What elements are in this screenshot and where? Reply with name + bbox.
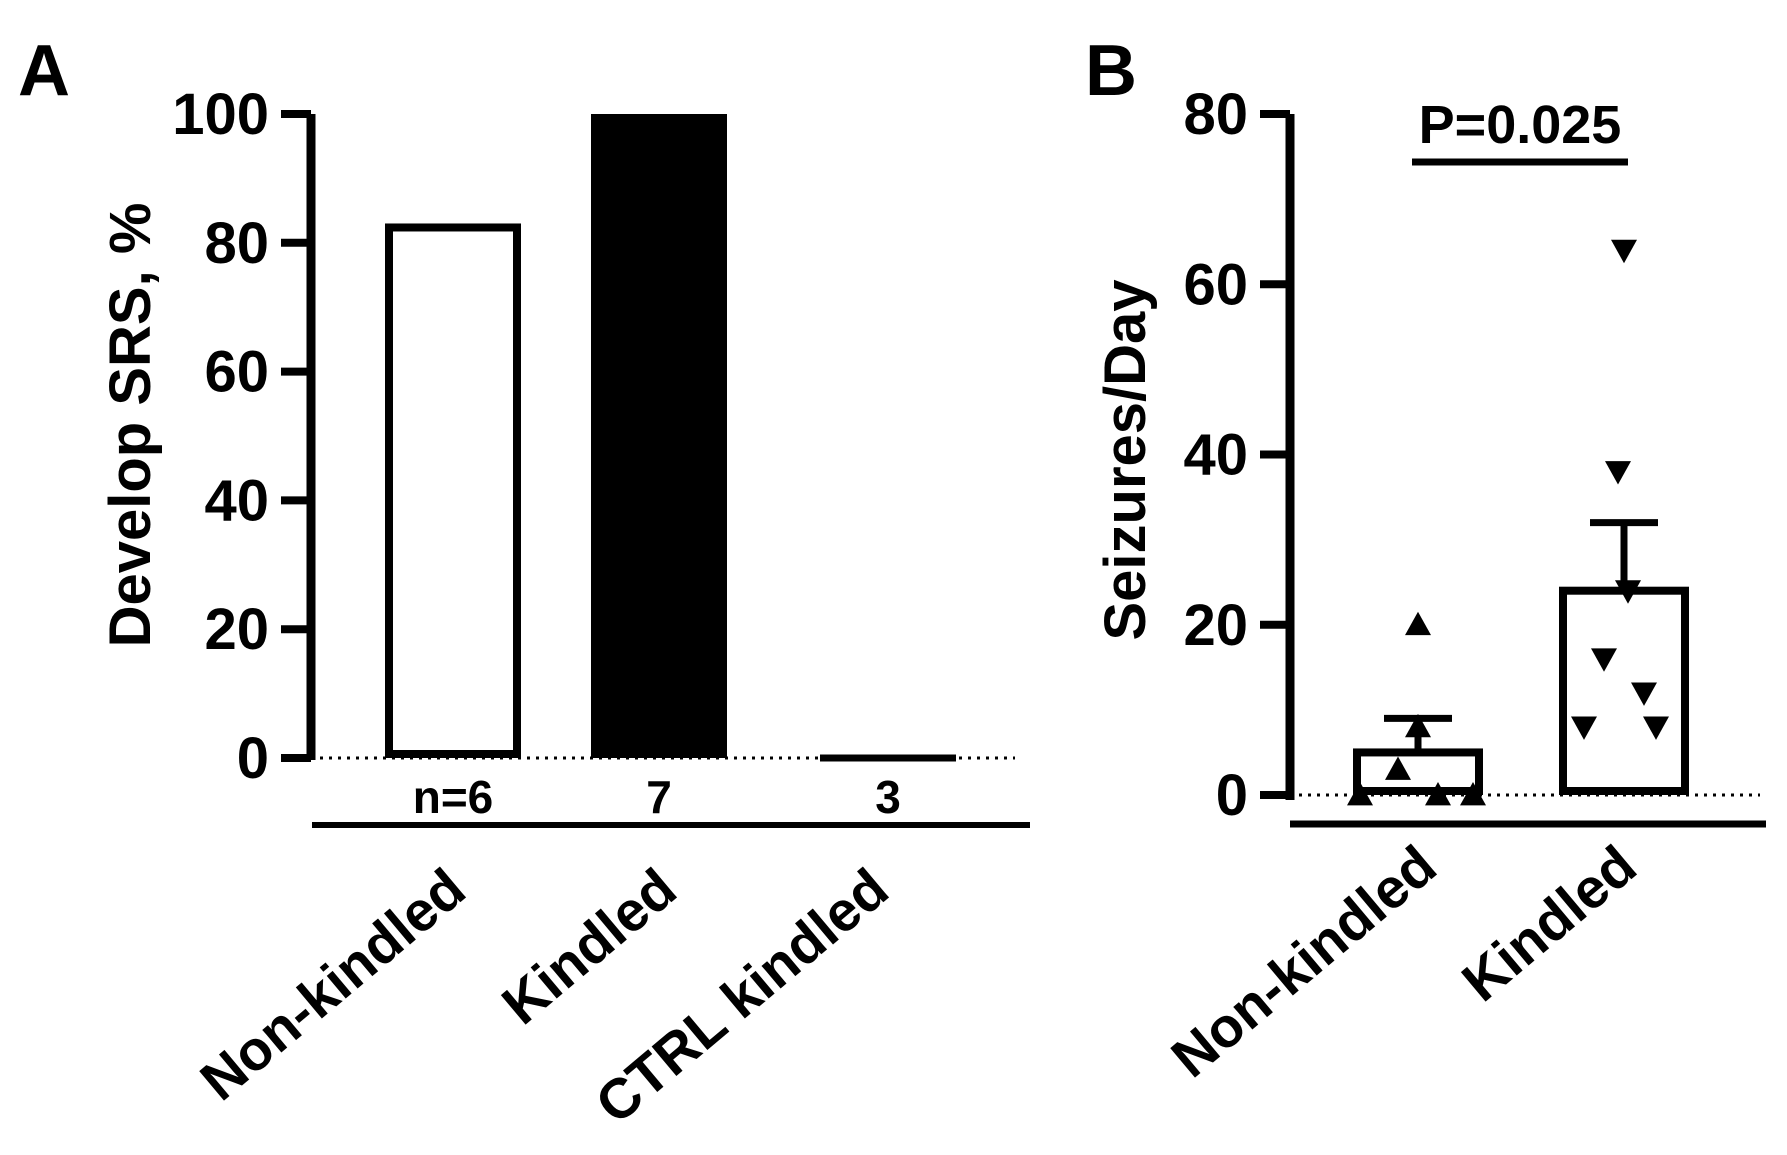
- panel-b-point-kindled: [1591, 648, 1617, 672]
- panel-b-point-nonkindled: [1405, 713, 1431, 738]
- panel-b-y-tick-label: 40: [1183, 423, 1248, 488]
- panel-b-bar: [1559, 586, 1689, 796]
- panel-b: B Seizures/Day 0 20 40 60 80 P=0.025 Non-kin…: [1085, 31, 1766, 1089]
- p-value-label: P=0.025: [1419, 95, 1622, 155]
- panel-a-n-label: 7: [646, 771, 672, 823]
- panel-b-y-tick-label: 60: [1183, 252, 1248, 317]
- panel-a-y-tick-label: 20: [204, 597, 269, 662]
- panel-a-n-label: n=6: [413, 771, 494, 823]
- panel-b-category-label: Non-kindled: [1159, 833, 1447, 1089]
- panel-b-points: [1347, 239, 1669, 806]
- panel-b-y-tick-label: 0: [1216, 763, 1248, 828]
- panel-a-n-label: 3: [875, 771, 901, 823]
- panel-b-point-kindled: [1615, 580, 1641, 604]
- panel-b-point-nonkindled: [1405, 611, 1431, 636]
- panel-b-point-nonkindled: [1347, 782, 1373, 806]
- panel-b-y-tick-label: 20: [1183, 593, 1248, 658]
- panel-a-y-tick-label: 60: [204, 340, 269, 405]
- panel-b-letter: B: [1085, 31, 1137, 111]
- panel-b-point-nonkindled: [1385, 756, 1411, 780]
- panel-b-point-nonkindled: [1460, 782, 1486, 806]
- panel-a-y-tick-label: 40: [204, 468, 269, 533]
- panel-a-y-tick-label: 100: [172, 82, 269, 147]
- panel-b-y-axis-title: Seizures/Day: [1093, 279, 1158, 640]
- panel-a-bars: [385, 114, 956, 762]
- panel-b-y-ticks: 0 20 40 60 80: [1183, 82, 1290, 828]
- panel-b-bars: [1353, 586, 1689, 796]
- panel-a-bar: [591, 114, 727, 758]
- panel-a-category-label: Kindled: [490, 856, 688, 1036]
- panel-a-y-tick-label: 0: [237, 726, 269, 791]
- panel-b-point-kindled: [1605, 461, 1631, 485]
- panel-a-y-axis-title: Develop SRS, %: [98, 203, 163, 648]
- panel-b-bar: [1353, 748, 1483, 795]
- panel-b-category-label: Kindled: [1450, 833, 1648, 1013]
- panel-b-point-kindled: [1631, 682, 1657, 706]
- panel-a-y-tick-label: 80: [204, 211, 269, 276]
- panel-a-category-label: Non-kindled: [188, 856, 476, 1112]
- panel-b-y-tick-label: 80: [1183, 82, 1248, 147]
- panel-a-y-ticks: 0 20 40 60 80 100: [172, 82, 311, 791]
- panel-a-bar: [385, 223, 521, 759]
- panel-b-point-nonkindled: [1425, 782, 1451, 806]
- panel-b-point-kindled: [1643, 716, 1669, 740]
- panel-a-letter: A: [18, 31, 70, 111]
- panel-b-point-kindled: [1611, 239, 1637, 264]
- panel-a: A Develop SRS, % 0 20 40 60 80 100 n=6 7 3 No…: [18, 31, 1030, 1136]
- panel-b-point-kindled: [1571, 716, 1597, 740]
